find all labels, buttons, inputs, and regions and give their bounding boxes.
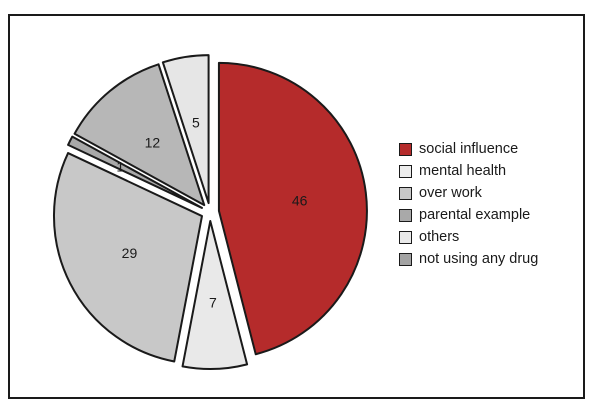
pie-slice-parental-example [67,135,203,209]
pie-slice-social-influence [217,61,368,356]
legend-swatch [399,164,412,178]
legend-swatch [399,230,412,244]
legend-item-over-work: over work [399,182,538,204]
pie-chart: 46 7 29 1 12 5 [53,54,368,370]
slice-value-label: 7 [209,294,217,310]
legend-item-social-influence: social influence [399,138,538,160]
slice-value-label: 5 [192,115,200,131]
pie-slice-over-work [53,152,203,363]
legend-label: over work [419,185,482,201]
legend: social influence mental health over work… [399,138,538,270]
slice-value-label: 1 [116,158,124,174]
pie-slice-mental-health [181,219,249,370]
legend-label: social influence [419,141,519,157]
legend-swatch [399,252,412,266]
legend-label: others [419,229,460,245]
slice-value-label: 46 [292,193,308,209]
legend-swatch [399,208,412,222]
legend-item-others: others [399,226,538,248]
slice-value-label: 12 [145,134,161,150]
legend-label: mental health [419,163,507,179]
legend-item-parental-example: parental example [399,204,538,226]
pie-slice-not-using-any-drug [161,54,210,205]
legend-item-not-using-any-drug: not using any drug [399,248,538,270]
legend-swatch [399,186,412,200]
legend-swatch [399,142,412,156]
legend-label: not using any drug [419,251,539,267]
pie-slice-others [73,63,206,207]
slice-value-label: 29 [122,245,138,261]
legend-label: parental example [419,207,531,223]
legend-item-mental-health: mental health [399,160,538,182]
